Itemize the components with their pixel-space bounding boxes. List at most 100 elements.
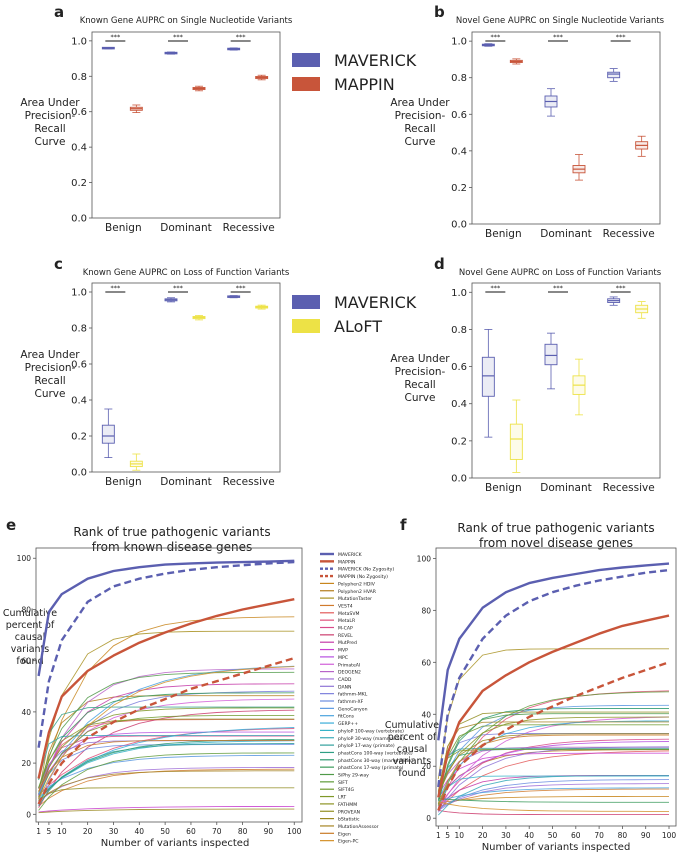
box-iqr bbox=[607, 71, 621, 79]
x-tick-label: 5 bbox=[47, 827, 52, 836]
y-axis-label: found bbox=[398, 768, 425, 779]
series-line bbox=[38, 787, 295, 801]
y-tick-label: 0.0 bbox=[71, 214, 87, 225]
legend-swatch bbox=[292, 295, 320, 309]
panel-a: a Known Gene AUPRC on Single Nucleotide V… bbox=[20, 3, 416, 234]
series-line bbox=[38, 665, 295, 795]
chart-title: Rank of true pathogenic variants bbox=[457, 521, 654, 535]
legend-swatch bbox=[292, 77, 320, 91]
series-line bbox=[438, 779, 670, 810]
y-tick-label: 0.6 bbox=[71, 360, 87, 371]
x-axis-label: Number of variants inspected bbox=[101, 838, 250, 849]
panel-title: Novel Gene AUPRC on Loss of Function Var… bbox=[459, 268, 662, 278]
x-tick-label: 60 bbox=[186, 827, 196, 836]
y-tick-label: 100 bbox=[17, 554, 32, 563]
series-line bbox=[437, 691, 670, 806]
x-tick-label: 20 bbox=[83, 827, 93, 836]
plot-frame bbox=[91, 282, 281, 473]
y-tick-label: 0.0 bbox=[451, 220, 467, 231]
x-category-label: Recessive bbox=[223, 476, 275, 488]
x-category-label: Dominant bbox=[540, 482, 592, 494]
x-category-label: Benign bbox=[485, 482, 522, 494]
legend-label: fitCons bbox=[338, 714, 355, 720]
legend-label: Polyphen2 HDIV bbox=[338, 581, 376, 587]
x-tick-label: 60 bbox=[571, 831, 581, 840]
x-tick-label: 20 bbox=[478, 831, 488, 840]
series-line bbox=[437, 734, 669, 806]
legend-label: fathmm-XF bbox=[338, 699, 364, 705]
y-tick-label: 0.8 bbox=[451, 73, 467, 84]
series-line bbox=[437, 775, 669, 816]
panel-letter: c bbox=[54, 255, 63, 273]
box-iqr bbox=[544, 343, 558, 366]
legend-label: VEST4 bbox=[338, 603, 353, 609]
series-line bbox=[437, 733, 669, 793]
panel-c: c Known Gene AUPRC on Loss of Function Va… bbox=[20, 255, 416, 488]
legend-label: DANN bbox=[338, 684, 351, 690]
legend-label: SIFT bbox=[338, 780, 348, 786]
panel-letter: e bbox=[6, 516, 16, 534]
series-line bbox=[437, 748, 669, 794]
significance-marker: *** bbox=[490, 284, 501, 292]
y-axis-label: variants bbox=[393, 756, 432, 767]
series-line bbox=[437, 724, 669, 798]
y-tick-label: 0.2 bbox=[71, 432, 87, 443]
chart-title: from known disease genes bbox=[92, 540, 253, 554]
series-line bbox=[38, 666, 295, 800]
series-line bbox=[437, 568, 670, 788]
y-axis-label: Precision- bbox=[395, 366, 446, 378]
legend-label: ALoFT bbox=[334, 317, 382, 336]
legend-label: SiPhy 29-way bbox=[338, 773, 369, 779]
significance-marker: *** bbox=[616, 284, 627, 292]
panel-title: Known Gene AUPRC on Single Nucleotide Va… bbox=[80, 16, 293, 26]
y-axis-label: Curve bbox=[35, 388, 66, 400]
significance-marker: *** bbox=[110, 33, 121, 41]
legend-label: MVP bbox=[338, 648, 348, 654]
legend-label: phastCons 17-way (primate) bbox=[338, 765, 404, 771]
y-tick-label: 0.8 bbox=[71, 72, 87, 83]
y-tick-label: 40 bbox=[21, 708, 31, 717]
legend-label: M-CAP bbox=[338, 626, 353, 632]
y-tick-label: 0.2 bbox=[71, 178, 87, 189]
legend-label: phyloP 17-way (primate) bbox=[338, 743, 395, 749]
series-line bbox=[37, 598, 295, 779]
series-line bbox=[437, 738, 670, 808]
significance-marker: *** bbox=[490, 33, 501, 41]
series-line bbox=[437, 748, 669, 786]
panel-d: d Novel Gene AUPRC on Loss of Function Va… bbox=[390, 255, 661, 494]
legend-label: Eigen-PC bbox=[338, 839, 358, 845]
significance-marker: *** bbox=[236, 284, 247, 292]
legend-label: MAPPIN bbox=[338, 559, 355, 565]
significance-marker: *** bbox=[553, 33, 564, 41]
plot-frame bbox=[471, 282, 661, 479]
y-tick-label: 0.2 bbox=[451, 436, 467, 447]
series-line bbox=[437, 661, 670, 811]
series-line bbox=[437, 747, 669, 793]
panel-letter: b bbox=[434, 3, 445, 21]
legend-label: REVEL bbox=[338, 633, 353, 639]
y-axis-label: Recall bbox=[404, 123, 435, 135]
series-line bbox=[38, 692, 295, 788]
y-axis-label: Area Under bbox=[390, 97, 450, 109]
x-tick-label: 70 bbox=[212, 827, 222, 836]
series-line bbox=[37, 559, 295, 677]
series-line bbox=[38, 767, 295, 803]
y-tick-label: 100 bbox=[417, 554, 432, 563]
plot-frame bbox=[435, 547, 677, 827]
series-line bbox=[37, 656, 295, 805]
chart-title: from novel disease genes bbox=[479, 536, 633, 550]
series-line bbox=[38, 770, 295, 801]
y-tick-label: 0 bbox=[26, 810, 31, 819]
legend-label: PrimateAI bbox=[338, 662, 360, 668]
x-tick-label: 100 bbox=[287, 827, 302, 836]
x-category-label: Recessive bbox=[223, 222, 275, 234]
y-tick-label: 60 bbox=[21, 657, 31, 666]
x-category-label: Benign bbox=[105, 222, 142, 234]
legend-label: DEOGEN2 bbox=[338, 670, 361, 676]
panel-title: Known Gene AUPRC on Loss of Function Var… bbox=[83, 268, 290, 278]
y-tick-label: 0.0 bbox=[451, 474, 467, 485]
series-line bbox=[437, 713, 669, 805]
legend-label: LRT bbox=[338, 795, 346, 801]
series-line bbox=[438, 788, 669, 808]
series-line bbox=[438, 798, 669, 803]
